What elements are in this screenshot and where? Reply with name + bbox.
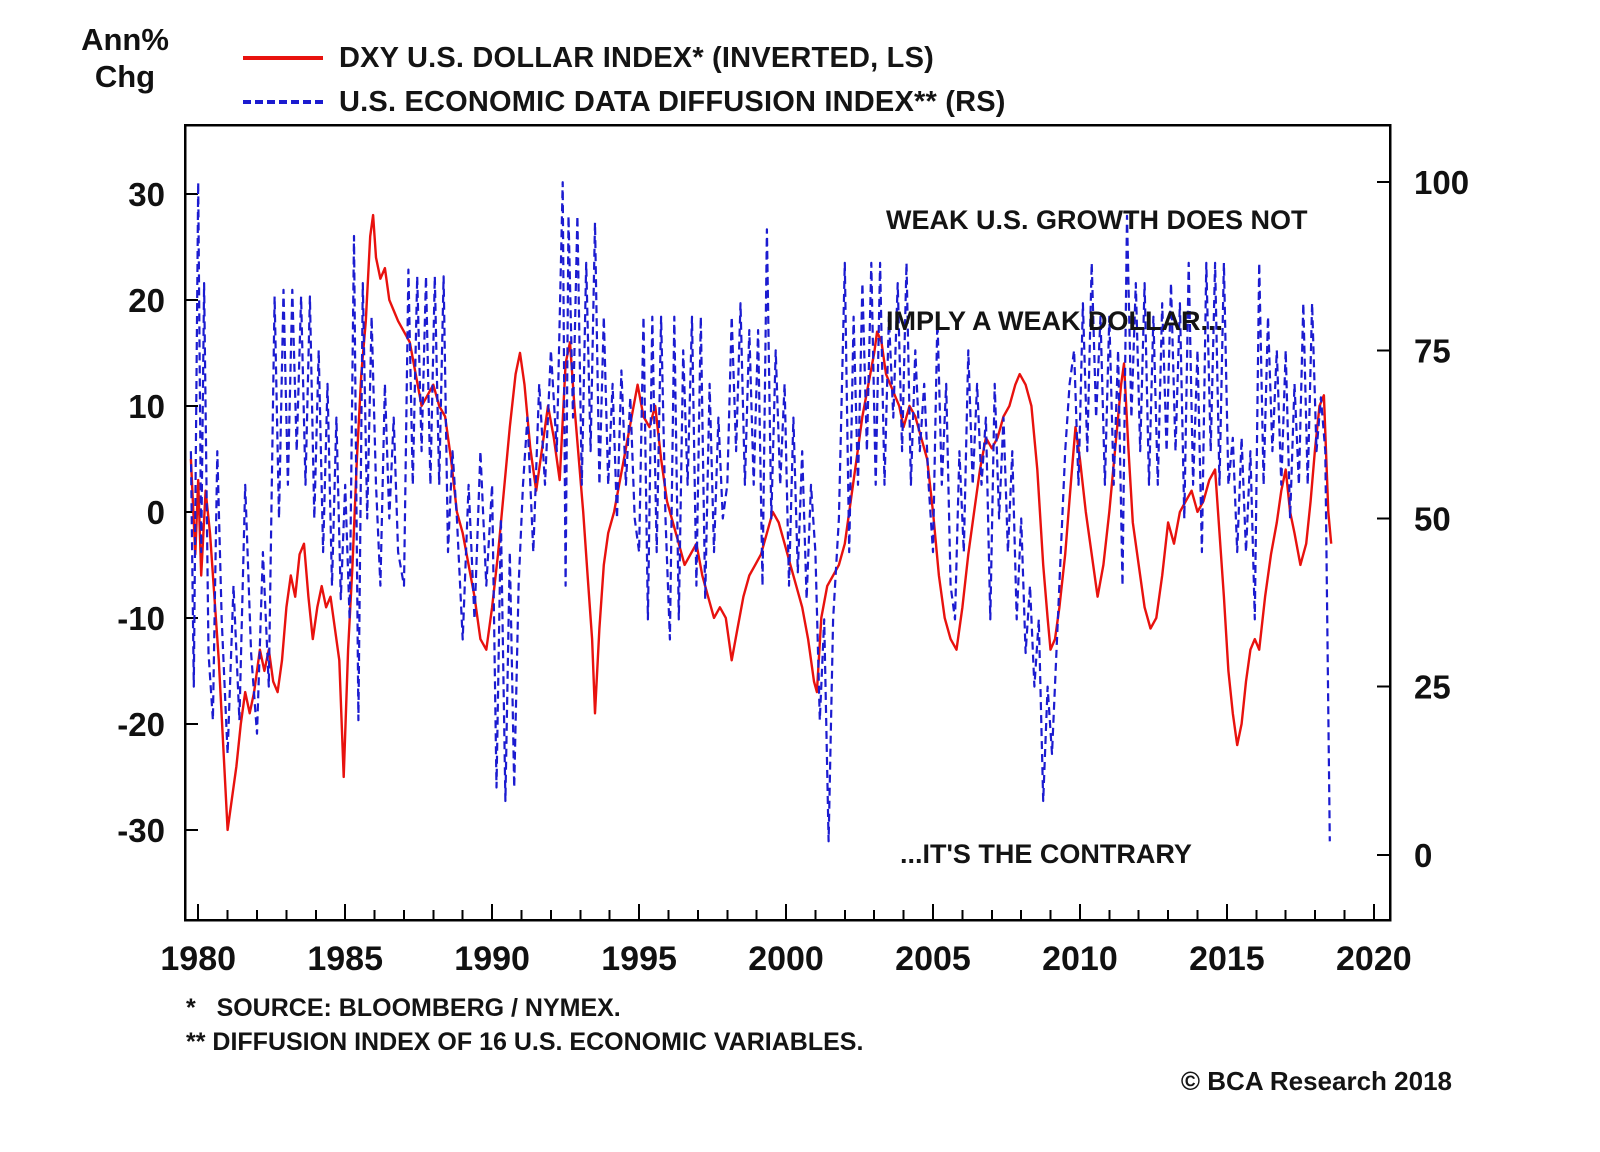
annotation-weak-growth-line2: IMPLY A WEAK DOLLAR...	[886, 305, 1224, 336]
svg-text:75: 75	[1414, 332, 1451, 369]
svg-text:2000: 2000	[748, 940, 824, 978]
annotation-weak-growth: WEAK U.S. GROWTH DOES NOT IMPLY A WEAK D…	[886, 136, 1308, 406]
svg-text:2020: 2020	[1336, 940, 1412, 978]
left-axis-title-line2: Chg	[94, 58, 156, 94]
svg-text:1980: 1980	[160, 940, 236, 978]
svg-text:-10: -10	[117, 600, 165, 637]
svg-text:50: 50	[1414, 500, 1451, 537]
svg-text:-20: -20	[117, 706, 165, 743]
left-axis-title: Ann% Chg	[70, 22, 180, 95]
legend: DXY U.S. DOLLAR INDEX* (INVERTED, LS) U.…	[243, 36, 1006, 124]
svg-text:20: 20	[128, 282, 165, 319]
left-axis-title-line1: Ann%	[81, 22, 169, 57]
svg-text:2010: 2010	[1042, 940, 1118, 978]
footnote-diffusion: ** DIFFUSION INDEX OF 16 U.S. ECONOMIC V…	[186, 1028, 864, 1056]
footnote-source: * SOURCE: BLOOMBERG / NYMEX.	[186, 994, 621, 1022]
svg-text:-30: -30	[117, 812, 165, 849]
legend-row-dxy: DXY U.S. DOLLAR INDEX* (INVERTED, LS)	[243, 36, 1006, 80]
svg-text:100: 100	[1414, 164, 1469, 201]
svg-text:1985: 1985	[307, 940, 383, 978]
svg-text:2015: 2015	[1189, 940, 1265, 978]
annotation-contrary: ...IT'S THE CONTRARY	[900, 839, 1192, 869]
legend-label-diffusion: U.S. ECONOMIC DATA DIFFUSION INDEX** (RS…	[339, 85, 1006, 118]
svg-text:0: 0	[1414, 837, 1432, 874]
annotation-weak-growth-line1: WEAK U.S. GROWTH DOES NOT	[886, 204, 1308, 235]
svg-text:1995: 1995	[601, 940, 677, 978]
svg-text:2005: 2005	[895, 940, 971, 978]
blue-dashed-line-icon	[243, 100, 323, 104]
legend-row-diffusion: U.S. ECONOMIC DATA DIFFUSION INDEX** (RS…	[243, 80, 1006, 124]
legend-label-dxy: DXY U.S. DOLLAR INDEX* (INVERTED, LS)	[339, 41, 934, 74]
svg-text:25: 25	[1414, 669, 1451, 706]
red-solid-line-icon	[243, 56, 323, 60]
svg-text:10: 10	[128, 388, 165, 425]
svg-text:1990: 1990	[454, 940, 530, 978]
copyright: © BCA Research 2018	[1180, 1066, 1452, 1096]
svg-text:0: 0	[147, 494, 165, 531]
svg-text:30: 30	[128, 176, 165, 213]
